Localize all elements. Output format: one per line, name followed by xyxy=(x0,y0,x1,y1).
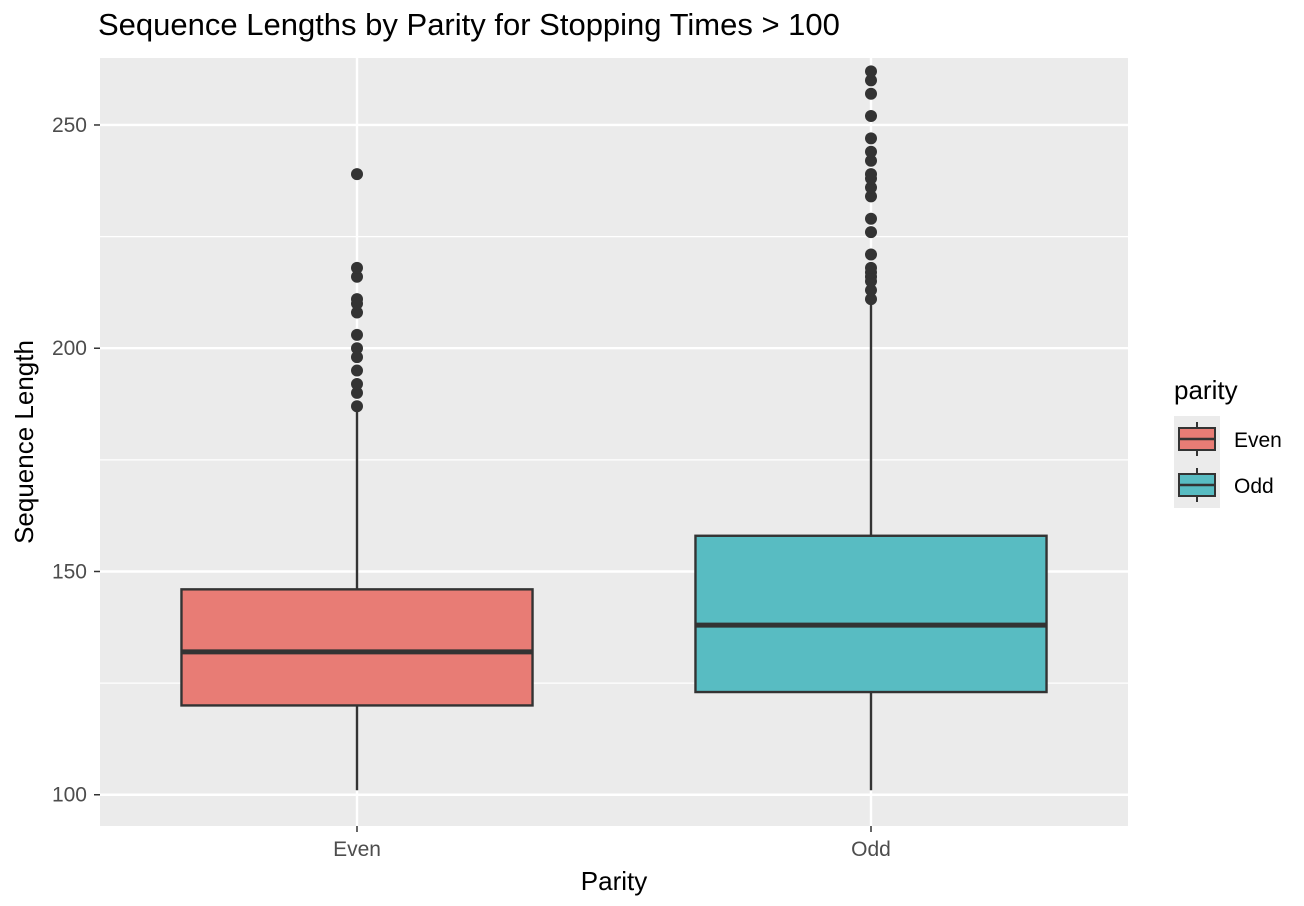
outlier-point xyxy=(865,110,877,123)
outlier-point xyxy=(865,284,877,297)
legend-entry-odd: Odd xyxy=(1178,468,1274,502)
legend-entries: Even Odd xyxy=(1174,416,1282,508)
outlier-point xyxy=(351,342,363,355)
iqr-box xyxy=(180,588,534,707)
outlier-point xyxy=(865,293,877,306)
outlier-point xyxy=(865,132,877,145)
outlier-point xyxy=(351,168,363,181)
outlier-point xyxy=(865,226,877,239)
outlier-point xyxy=(865,168,877,181)
iqr-box xyxy=(694,534,1048,694)
box-even xyxy=(180,168,534,791)
x-axis-title: Parity xyxy=(581,866,647,896)
box-layer xyxy=(180,65,1048,791)
y-tick-label: 250 xyxy=(52,114,87,137)
outlier-point xyxy=(351,306,363,319)
x-axis: Even Odd xyxy=(333,826,891,861)
outlier-point xyxy=(865,261,877,274)
legend-entry-even: Even xyxy=(1178,422,1282,456)
outlier-point xyxy=(865,181,877,194)
x-tick-label: Odd xyxy=(851,838,891,861)
outlier-point xyxy=(865,212,877,225)
legend-label: Odd xyxy=(1234,475,1274,498)
outlier-point xyxy=(865,248,877,261)
y-axis: 100 150 200 250 xyxy=(52,114,100,807)
outlier-point xyxy=(865,190,877,203)
outlier-point xyxy=(865,65,877,78)
outlier-point xyxy=(865,154,877,167)
outlier-point xyxy=(351,400,363,413)
outlier-point xyxy=(351,293,363,306)
y-tick-label: 200 xyxy=(52,337,87,360)
outlier-point xyxy=(351,261,363,274)
legend: parity Even Odd xyxy=(1174,375,1282,508)
outlier-point xyxy=(351,364,363,377)
outlier-point xyxy=(351,386,363,399)
outlier-point xyxy=(351,377,363,390)
outlier-point xyxy=(351,351,363,364)
y-tick-label: 150 xyxy=(52,560,87,583)
box-odd xyxy=(694,65,1048,791)
y-axis-title: Sequence Length xyxy=(9,340,39,544)
plot-panel xyxy=(100,58,1128,826)
outlier-point xyxy=(351,270,363,283)
outlier-point xyxy=(865,145,877,158)
outlier-point xyxy=(865,87,877,100)
legend-label: Even xyxy=(1234,429,1282,452)
x-tick-label: Even xyxy=(333,838,381,861)
outlier-point xyxy=(351,328,363,341)
outlier-point xyxy=(865,74,877,87)
y-tick-label: 100 xyxy=(52,784,87,807)
chart-title: Sequence Lengths by Parity for Stopping … xyxy=(98,7,840,42)
legend-title: parity xyxy=(1174,375,1238,405)
